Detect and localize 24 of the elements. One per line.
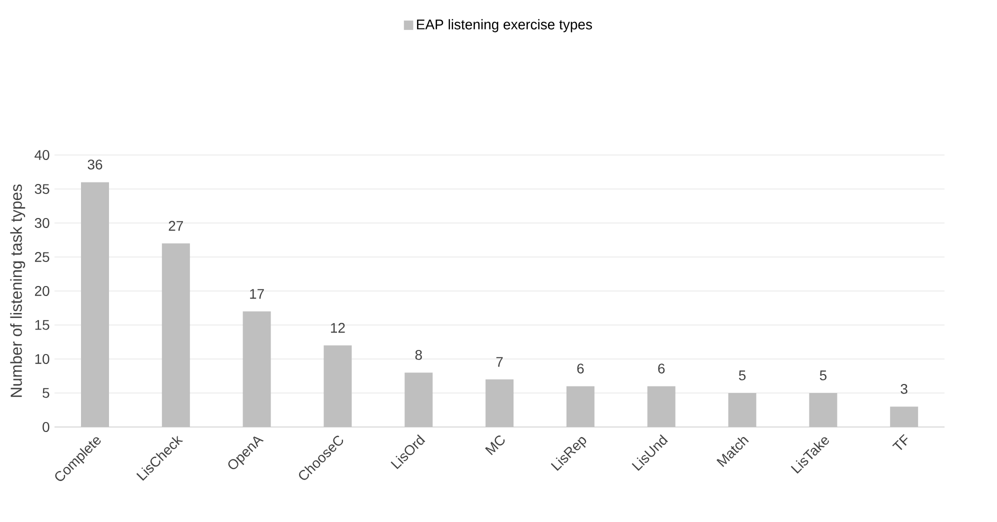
y-tick-label: 30 [34, 218, 50, 228]
data-label: 6 [577, 364, 584, 374]
data-label: 5 [738, 370, 746, 380]
y-tick-label: 35 [34, 184, 50, 194]
y-tick-label: 0 [42, 422, 50, 432]
y-tick-label: 10 [35, 354, 50, 364]
data-label: 3 [900, 384, 908, 394]
y-tick-label: 40 [34, 150, 50, 160]
data-label: 6 [658, 364, 665, 374]
data-label: 27 [168, 220, 183, 231]
data-label: 8 [415, 350, 422, 360]
x-tick-label: TF [892, 434, 908, 450]
data-label: 5 [820, 370, 826, 380]
y-tick-label: 25 [34, 252, 50, 262]
data-label: 12 [331, 322, 345, 333]
x-tick-label: MC [485, 435, 505, 456]
y-tick-label: 20 [34, 286, 50, 296]
data-label: 17 [250, 289, 264, 299]
legend-label: EAP listening exercise types [417, 19, 592, 32]
y-axis-title: Number of listening task types [10, 184, 26, 397]
y-tick-label: 15 [35, 320, 50, 330]
y-tick-label: 5 [42, 388, 50, 398]
data-label: 7 [496, 357, 503, 367]
data-label: 36 [88, 160, 102, 170]
